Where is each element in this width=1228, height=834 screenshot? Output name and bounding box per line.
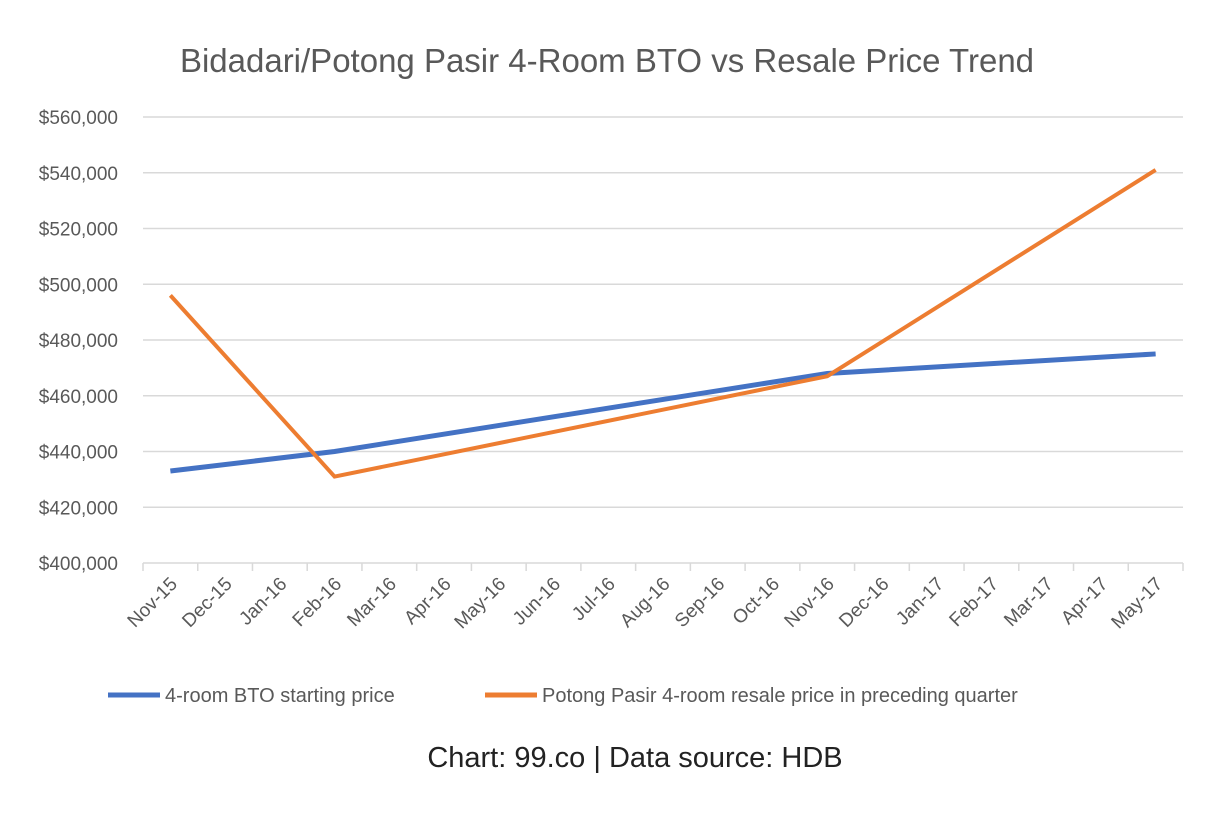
y-tick-label: $520,000 bbox=[39, 220, 118, 241]
x-tick-label: Jan-17 bbox=[892, 574, 948, 630]
y-tick-label: $500,000 bbox=[39, 275, 118, 296]
x-tick-label: Feb-16 bbox=[289, 574, 346, 631]
chart-title: Bidadari/Potong Pasir 4-Room BTO vs Resa… bbox=[180, 42, 1034, 79]
x-tick-label: Dec-16 bbox=[835, 574, 893, 632]
x-tick-label: Aug-16 bbox=[616, 574, 674, 632]
x-tick-label: Jan-16 bbox=[235, 574, 291, 630]
series-line-bto bbox=[170, 351, 1156, 474]
x-tick-label: May-16 bbox=[451, 574, 511, 634]
y-tick-label: $480,000 bbox=[39, 331, 118, 352]
x-tick-label: Nov-15 bbox=[124, 574, 182, 632]
x-tick-label: May-17 bbox=[1108, 574, 1168, 634]
y-tick-label: $440,000 bbox=[39, 443, 118, 464]
y-tick-label: $420,000 bbox=[39, 498, 118, 519]
x-tick-label: Sep-16 bbox=[671, 574, 729, 632]
legend-label: Potong Pasir 4-room resale price in prec… bbox=[542, 685, 1018, 707]
x-tick-label: Jun-16 bbox=[509, 574, 565, 630]
x-tick-label: Mar-16 bbox=[343, 574, 400, 631]
legend-label: 4-room BTO starting price bbox=[165, 685, 395, 707]
y-tick-label: $540,000 bbox=[39, 164, 118, 185]
x-tick-label: Nov-16 bbox=[781, 574, 839, 632]
x-tick-label: Feb-17 bbox=[946, 574, 1003, 631]
x-tick-label: Oct-16 bbox=[729, 574, 784, 629]
x-tick-label: Jul-16 bbox=[568, 574, 619, 625]
x-tick-label: Apr-17 bbox=[1057, 574, 1112, 629]
series-line-resale bbox=[168, 168, 1157, 479]
x-tick-label: Mar-17 bbox=[1000, 574, 1057, 631]
y-tick-label: $560,000 bbox=[39, 108, 118, 129]
x-tick-label: Apr-16 bbox=[400, 574, 455, 629]
y-tick-label: $400,000 bbox=[39, 554, 118, 575]
x-tick-label: Dec-15 bbox=[178, 574, 236, 632]
chart-caption: Chart: 99.co | Data source: HDB bbox=[427, 742, 842, 774]
y-tick-label: $460,000 bbox=[39, 387, 118, 408]
